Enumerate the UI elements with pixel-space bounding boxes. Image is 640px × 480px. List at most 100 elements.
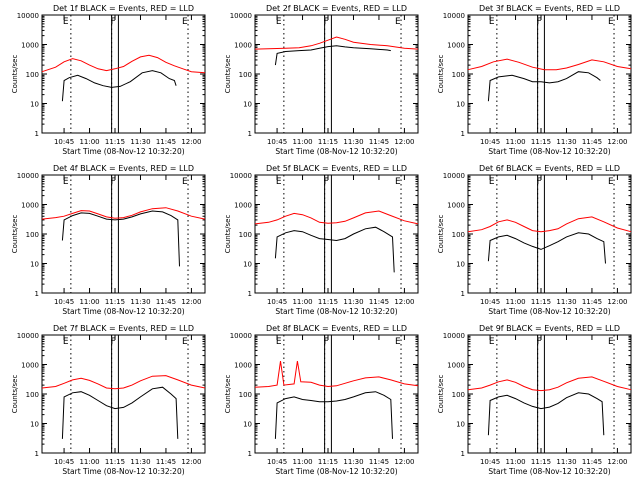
flag-label: E [63,17,69,27]
y-tick-label: 10 [456,261,465,269]
x-tick-label: 11:15 [531,458,551,466]
y-axis-label: Counts/sec [224,215,232,254]
y-tick-label: 100 [239,71,252,79]
series-line-events [274,226,395,273]
y-tick-label: 1 [35,130,39,138]
x-tick-label: 11:45 [582,458,602,466]
x-tick-label: 11:15 [318,298,338,306]
x-tick-label: 11:45 [156,458,176,466]
x-tick-label: 10:45 [267,458,287,466]
y-axis-label: Counts/sec [224,55,232,94]
x-tick-label: 11:00 [505,298,525,306]
x-tick-label: 11:00 [292,138,312,146]
y-tick-label: 10000 [17,332,39,340]
plot-frame [41,174,206,294]
flag-label: F [324,177,329,187]
chart-title: Det 2f BLACK = Events, RED = LLD [266,4,407,13]
y-tick-label: 1 [248,450,252,458]
x-tick-label: 11:45 [369,458,389,466]
chart-title: Det 9f BLACK = Events, RED = LLD [479,324,620,333]
x-axis-label: Start Time (08-Nov-12 10:32:20) [275,307,397,316]
flag-label: E [63,177,69,187]
plot-frame [467,334,632,454]
x-tick-label: 11:45 [582,138,602,146]
y-tick-label: 100 [239,391,252,399]
chart-panel-8: Det 8f BLACK = Events, RED = LLD 1 10 100 10… [224,324,419,476]
y-axis-label: Counts/sec [11,375,19,414]
series-line-lld [254,36,419,50]
chart-panel-3: Det 3f BLACK = Events, RED = LLD 1 10 100 10… [437,4,632,156]
y-tick-label: 10000 [230,332,252,340]
series-line-events [487,232,606,264]
x-tick-label: 10:45 [480,298,500,306]
y-tick-label: 10000 [443,332,465,340]
chart-title: Det 4f BLACK = Events, RED = LLD [53,164,194,173]
y-tick-label: 100 [26,231,39,239]
y-tick-label: 1 [461,290,465,298]
series-line-events [274,391,393,439]
y-tick-label: 100 [452,391,465,399]
flag-label: F [537,177,542,187]
x-tick-label: 11:00 [79,298,99,306]
y-tick-label: 10000 [17,172,39,180]
series-line-events [61,70,177,102]
x-tick-label: 11:15 [105,298,125,306]
flag-label: E [395,337,401,347]
x-tick-label: 11:30 [343,458,363,466]
chart-panel-6: Det 6f BLACK = Events, RED = LLD 1 10 100 10… [437,164,632,316]
x-tick-label: 11:45 [582,298,602,306]
x-tick-label: 11:15 [531,138,551,146]
x-tick-label: 10:45 [267,138,287,146]
x-tick-label: 10:45 [480,138,500,146]
x-tick-label: 11:45 [156,138,176,146]
chart-panel-4: Det 4f BLACK = Events, RED = LLD 1 10 100 10… [11,164,206,316]
y-tick-label: 10 [30,261,39,269]
flag-label: E [182,337,188,347]
series-line-lld [254,361,419,388]
flag-label: F [537,337,542,347]
plot-frame [41,14,206,134]
flag-label: E [63,337,69,347]
y-tick-label: 1000 [234,202,252,210]
x-tick-label: 11:00 [292,298,312,306]
flag-label: E [608,177,614,187]
x-tick-label: 10:45 [54,458,74,466]
flag-label: F [111,177,116,187]
chart-panel-1: Det 1f BLACK = Events, RED = LLD 1 10 100 10… [11,4,206,156]
flag-label: E [608,337,614,347]
x-tick-label: 11:00 [505,138,525,146]
x-tick-label: 10:45 [480,458,500,466]
y-tick-label: 100 [26,391,39,399]
x-tick-label: 12:00 [607,458,627,466]
y-tick-label: 10000 [443,12,465,20]
y-tick-label: 1000 [447,362,465,370]
flag-label: E [489,17,495,27]
chart-panel-9: Det 9f BLACK = Events, RED = LLD 1 10 100 10… [437,324,632,476]
x-tick-label: 12:00 [394,138,414,146]
y-tick-label: 10 [456,421,465,429]
y-tick-label: 1000 [447,42,465,50]
x-tick-label: 11:30 [343,138,363,146]
flag-label: F [324,337,329,347]
y-axis-label: Counts/sec [437,55,445,94]
x-tick-label: 10:45 [54,298,74,306]
y-tick-label: 100 [26,71,39,79]
series-line-events [487,392,605,436]
plot-frame [254,174,419,294]
chart-title: Det 3f BLACK = Events, RED = LLD [479,4,620,13]
y-tick-label: 1000 [447,202,465,210]
series-line-lld [254,210,419,225]
x-tick-label: 11:00 [79,138,99,146]
y-tick-label: 10 [30,101,39,109]
x-axis-label: Start Time (08-Nov-12 10:32:20) [488,147,610,156]
x-tick-label: 11:15 [318,458,338,466]
y-tick-label: 10000 [443,172,465,180]
plot-frame [254,14,419,134]
plot-frame [467,14,632,134]
y-tick-label: 1000 [21,362,39,370]
x-axis-label: Start Time (08-Nov-12 10:32:20) [62,147,184,156]
series-line-lld [467,376,632,392]
x-axis-label: Start Time (08-Nov-12 10:32:20) [488,467,610,476]
chart-title: Det 7f BLACK = Events, RED = LLD [53,324,194,333]
